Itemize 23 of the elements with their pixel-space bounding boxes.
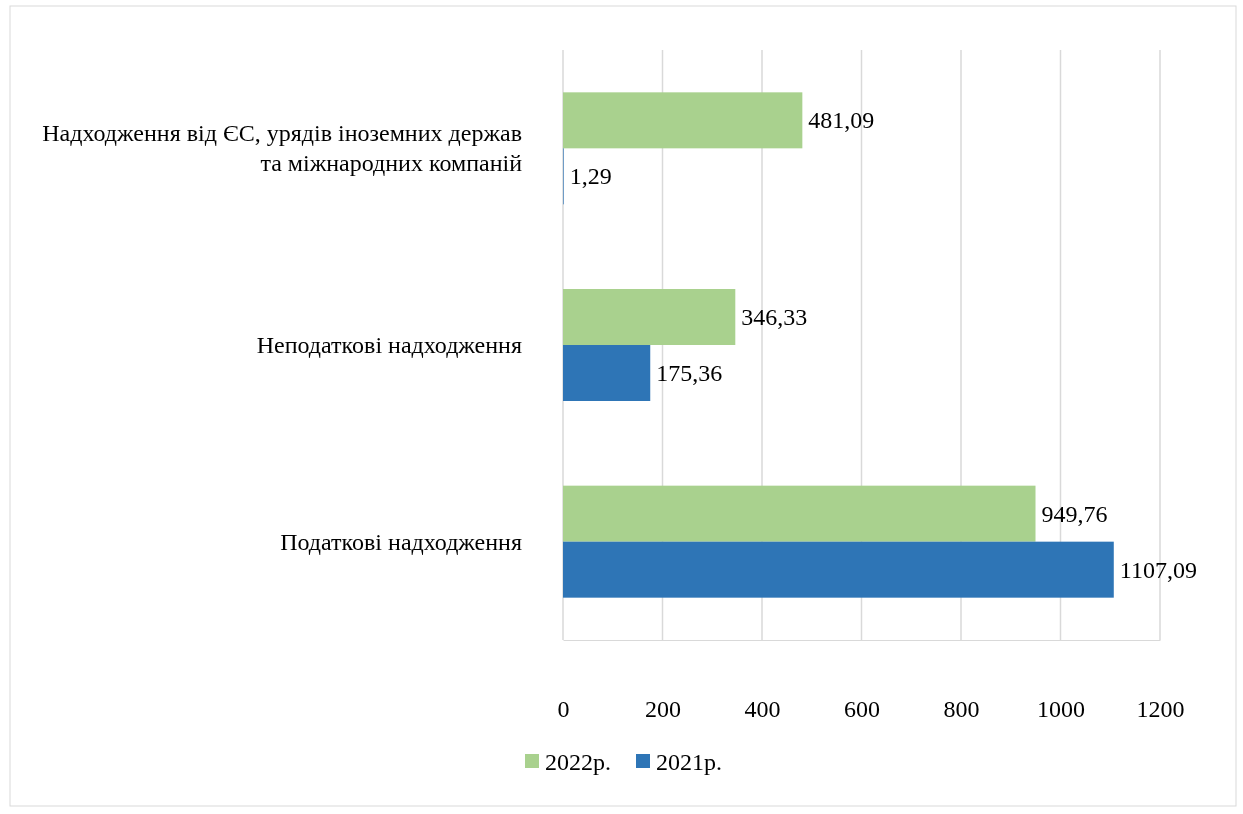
legend-label: 2022р. xyxy=(545,749,611,775)
x-tick-label: 1200 xyxy=(1136,696,1185,723)
legend-label: 2021р. xyxy=(656,749,722,775)
y-tick-label: Податкові надходження xyxy=(280,528,522,555)
x-tick-label: 600 xyxy=(844,696,880,723)
y-tick-label: Неподаткові надходження xyxy=(256,332,522,358)
bar xyxy=(563,92,803,149)
x-tick-label: 1000 xyxy=(1037,696,1085,723)
bar xyxy=(563,345,651,401)
x-tick-label: 400 xyxy=(744,696,781,723)
data-label: 175,36 xyxy=(656,360,723,386)
data-label: 1107,09 xyxy=(1119,556,1197,583)
y-tick-label: Надходження від ЄС, урядів іноземних держав та міжнародних компаній xyxy=(42,120,523,177)
bar xyxy=(563,541,1114,598)
bar xyxy=(563,289,736,345)
data-label: 481,09 xyxy=(808,107,875,134)
data-label: 1,29 xyxy=(569,163,612,190)
x-tick-label: 800 xyxy=(943,696,980,723)
data-label: 346,33 xyxy=(741,304,808,330)
x-tick-label: 0 xyxy=(557,696,570,723)
x-tick-label: 200 xyxy=(645,696,681,723)
bar xyxy=(563,485,1036,542)
data-label: 949,76 xyxy=(1041,500,1108,527)
